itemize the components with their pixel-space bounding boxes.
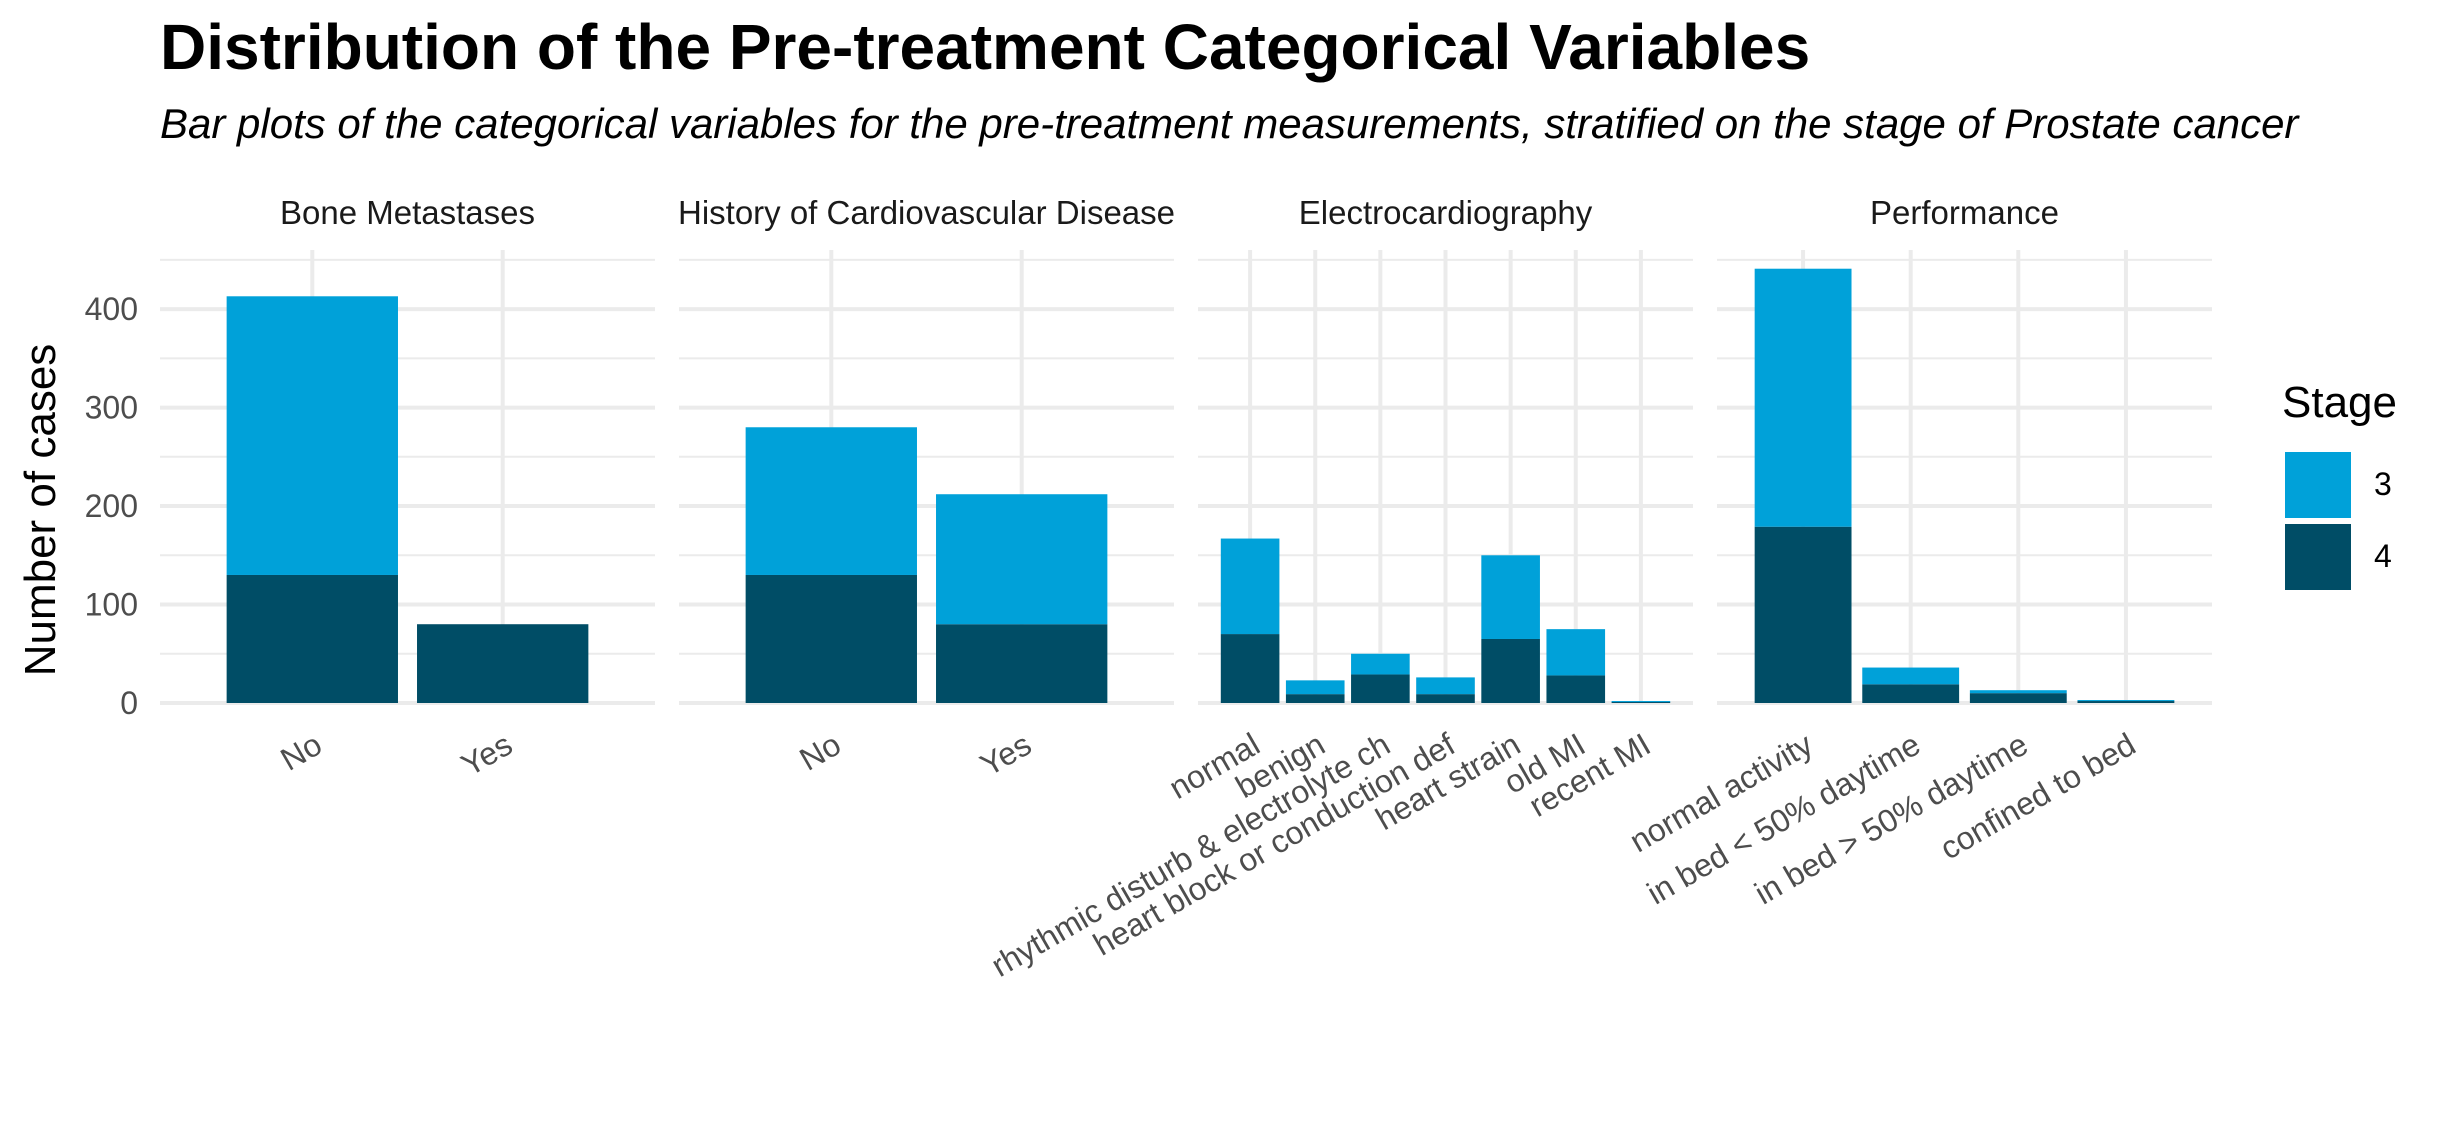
bar-stage-3 — [1862, 667, 1960, 685]
x-tick-label: Yes — [455, 726, 518, 783]
bar-stage-4 — [1611, 702, 1671, 704]
bar-stage-3 — [1546, 629, 1606, 676]
bar-stage-3 — [936, 494, 1108, 625]
bar-stage-3 — [1416, 677, 1475, 695]
panel-title: History of Cardiovascular Disease — [678, 194, 1175, 231]
y-tick-label: 200 — [85, 488, 138, 524]
legend-title: Stage — [2282, 378, 2397, 427]
y-tick-label: 100 — [85, 587, 138, 623]
legend-key-4 — [2285, 524, 2351, 590]
strip-mask — [1174, 190, 1198, 240]
bar-stage-3 — [1969, 690, 2067, 694]
y-tick-label: 400 — [85, 291, 138, 327]
strip-mask — [655, 190, 679, 240]
bar-stage-3 — [1285, 680, 1345, 695]
panel-title: Performance — [1870, 194, 2059, 231]
chart-title: Distribution of the Pre-treatment Catego… — [160, 11, 1811, 83]
bar-stage-4 — [226, 574, 398, 703]
bar-stage-4 — [1351, 674, 1410, 703]
x-tick-label: No — [274, 726, 327, 778]
bar-stage-4 — [1285, 694, 1345, 703]
bar-stage-4 — [1969, 693, 2067, 703]
bar-stage-3 — [2077, 700, 2175, 702]
bar-stage-3 — [1611, 701, 1671, 703]
y-axis-title: Number of cases — [16, 343, 65, 677]
bar-stage-3 — [1220, 538, 1280, 635]
bar-stage-3 — [226, 296, 398, 575]
bar-stage-4 — [1481, 638, 1540, 703]
panel-title: Bone Metastases — [280, 194, 535, 231]
bar-stage-4 — [936, 624, 1108, 703]
bar-stage-4 — [417, 624, 589, 703]
bar-stage-3 — [1754, 268, 1852, 527]
bar-stage-4 — [1416, 694, 1475, 703]
y-tick-label: 0 — [120, 685, 138, 721]
bar-stage-3 — [1481, 555, 1540, 639]
legend-key-3 — [2285, 452, 2351, 518]
chart-subtitle: Bar plots of the categorical variables f… — [160, 100, 2299, 147]
bar-stage-4 — [1546, 675, 1606, 703]
bar-stage-4 — [1220, 634, 1280, 703]
bar-stage-3 — [745, 427, 917, 575]
bar-stage-4 — [1862, 684, 1960, 703]
legend-label: 3 — [2374, 466, 2392, 502]
bar-stage-4 — [745, 574, 917, 703]
panel-title: Electrocardiography — [1299, 194, 1593, 231]
x-tick-label: Yes — [974, 726, 1037, 783]
legend-label: 4 — [2374, 538, 2392, 574]
x-tick-label: No — [793, 726, 846, 778]
bar-stage-4 — [1754, 526, 1852, 703]
bar-stage-3 — [1351, 653, 1410, 675]
bar-stage-4 — [2077, 701, 2175, 703]
y-tick-label: 300 — [85, 390, 138, 426]
